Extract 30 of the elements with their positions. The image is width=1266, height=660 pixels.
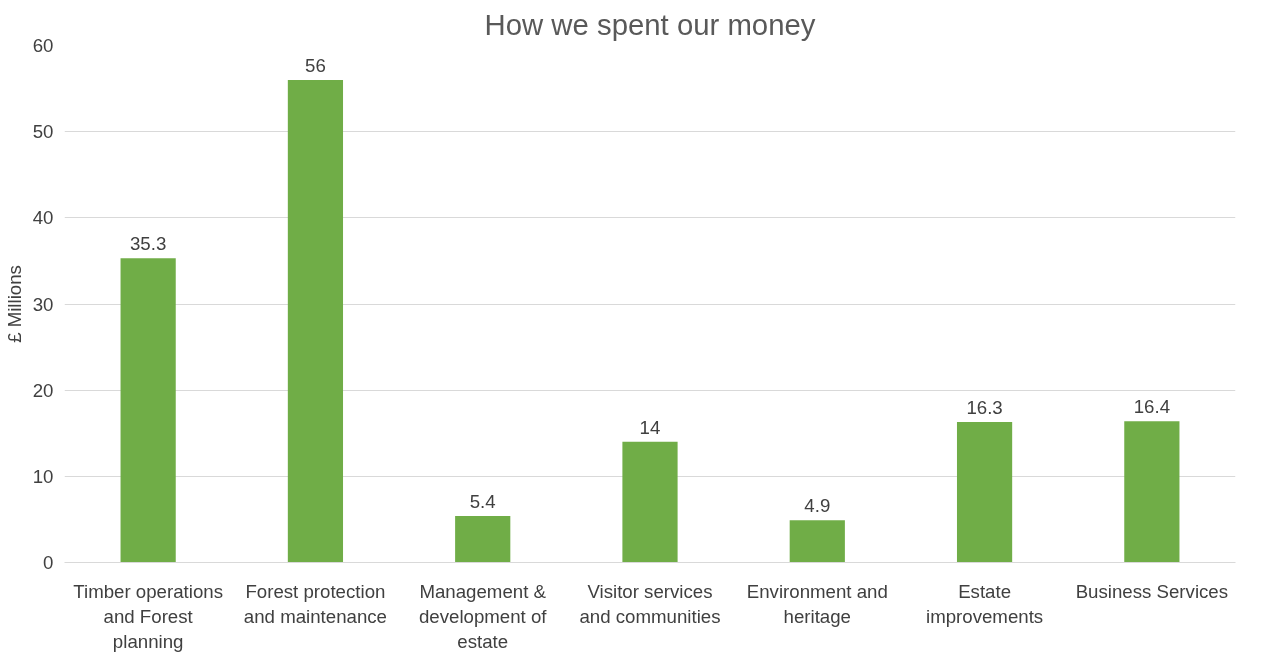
x-tick-label: Estate improvements (925, 580, 1044, 627)
x-tick-label: Environment and heritage (746, 580, 888, 627)
x-tick-label: Management & development of estate (418, 580, 548, 652)
y-tick-label: 60 (32, 35, 54, 56)
data-label: 16.3 (966, 397, 1003, 419)
x-tick-label: Forest protection and maintenance (243, 580, 387, 627)
y-tick-label: 30 (32, 293, 54, 315)
y-tick-label: 20 (32, 379, 54, 401)
x-tick-label: Business Services (1075, 580, 1229, 602)
data-label: 14 (639, 416, 661, 438)
data-label: 4.9 (804, 495, 831, 517)
y-tick-label: 40 (32, 207, 54, 229)
bar (455, 515, 511, 563)
data-label: 56 (305, 54, 326, 76)
data-label: 35.3 (129, 233, 167, 255)
bar (789, 520, 845, 563)
x-tick-label: Timber operations and Forest planning (73, 580, 223, 652)
bar (956, 422, 1013, 563)
bar (287, 79, 344, 563)
x-tick-label: Visitor services and communities (579, 580, 721, 627)
chart-title: How we spent our money (484, 7, 816, 41)
y-tick-label: 10 (32, 465, 54, 487)
y-axis-title: £ Millions (3, 265, 25, 343)
bar (1124, 421, 1180, 563)
bar (120, 258, 176, 563)
data-label: 16.4 (1133, 396, 1171, 418)
y-tick-label: 50 (32, 121, 54, 143)
data-label: 5.4 (469, 490, 496, 512)
y-tick-label: 0 (43, 552, 54, 573)
bar (622, 441, 678, 563)
